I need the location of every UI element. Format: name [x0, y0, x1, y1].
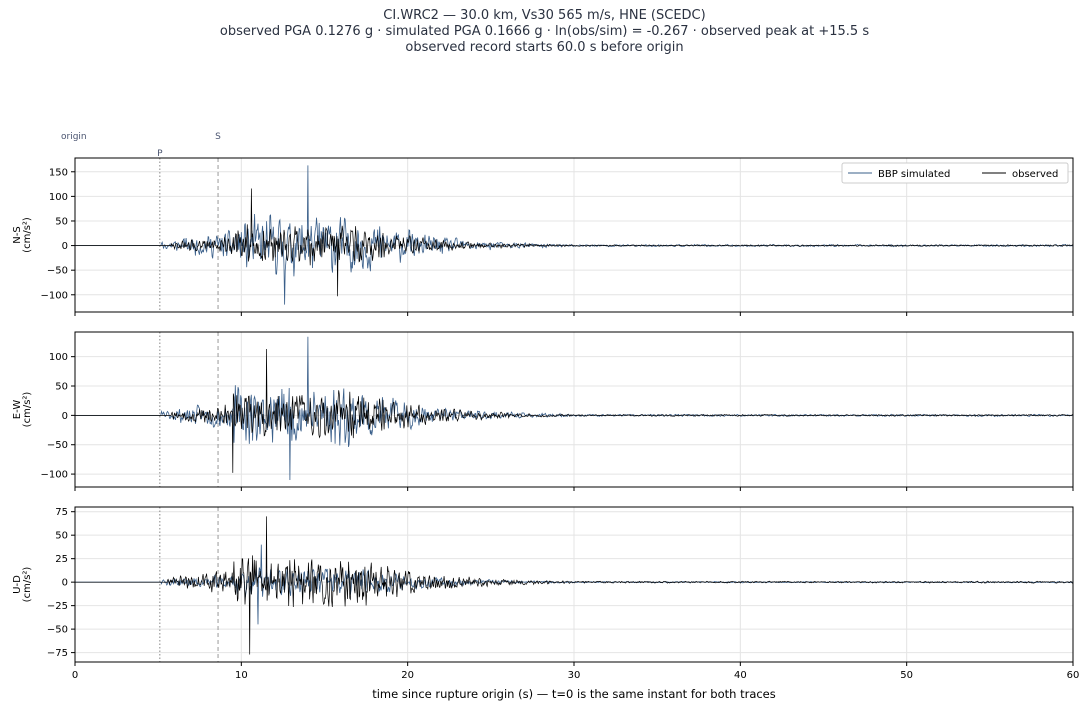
marker-label-P: P: [157, 149, 163, 159]
y-axis-label-component: N-S: [12, 226, 23, 243]
y-tick-label: 150: [49, 167, 68, 178]
legend: BBP simulated observed: [841, 162, 1069, 184]
y-tick-label: −50: [47, 440, 68, 451]
observed-trace-U-D: [75, 516, 1073, 655]
chart-subtitle: observed PGA 0.1276 g · simulated PGA 0.…: [219, 24, 870, 39]
y-axis-label-units: (cm/s²): [22, 392, 33, 428]
chart-title: CI.WRC2 — 30.0 km, Vs30 565 m/s, HNE (SC…: [383, 8, 706, 23]
y-axis-label: N-S (cm/s²): [12, 217, 33, 253]
x-tick-label: 50: [900, 670, 913, 681]
y-tick-label: −25: [47, 601, 68, 612]
y-tick-label: −75: [47, 648, 68, 659]
y-axis-label-component: E-W: [12, 400, 23, 420]
x-tick-label: 40: [734, 670, 747, 681]
y-tick-label: 0: [62, 411, 68, 422]
y-tick-label: −100: [41, 290, 68, 301]
y-axis-label-units: (cm/s²): [22, 217, 33, 253]
y-tick-label: −50: [47, 266, 68, 277]
x-tick-label: 0: [72, 670, 78, 681]
y-tick-label: 50: [55, 531, 68, 542]
y-tick-label: 50: [55, 382, 68, 393]
y-tick-label: −50: [47, 625, 68, 636]
y-tick-label: 100: [49, 192, 68, 203]
x-tick-label: 10: [235, 670, 248, 681]
marker-label-origin: origin: [61, 132, 87, 142]
x-tick-label: 60: [1067, 670, 1080, 681]
y-tick-label: −100: [41, 470, 68, 481]
x-tick-label: 30: [568, 670, 581, 681]
x-axis-label: time since rupture origin (s) — t=0 is t…: [372, 687, 776, 701]
y-axis-label: E-W (cm/s²): [12, 392, 33, 428]
x-tick-label: 20: [401, 670, 414, 681]
legend-box: [841, 162, 1069, 184]
y-axis-label-component: U-D: [12, 575, 23, 594]
y-axis-label-units: (cm/s²): [22, 567, 33, 603]
y-tick-label: 50: [55, 216, 68, 227]
observed-trace-E-W: [75, 348, 1073, 473]
chart-note: observed record starts 60.0 s before ori…: [405, 40, 684, 55]
y-tick-label: 0: [62, 241, 68, 252]
y-tick-label: 0: [62, 578, 68, 589]
y-axis-label: U-D (cm/s²): [12, 567, 33, 603]
y-tick-label: 25: [55, 554, 68, 565]
y-tick-label: 75: [55, 507, 68, 518]
observed-trace-N-S: [75, 188, 1074, 297]
y-tick-label: 100: [49, 352, 68, 363]
marker-label-S: S: [215, 132, 221, 142]
legend-label-observed: observed: [1012, 169, 1058, 180]
legend-label-simulated: BBP simulated: [878, 169, 950, 180]
